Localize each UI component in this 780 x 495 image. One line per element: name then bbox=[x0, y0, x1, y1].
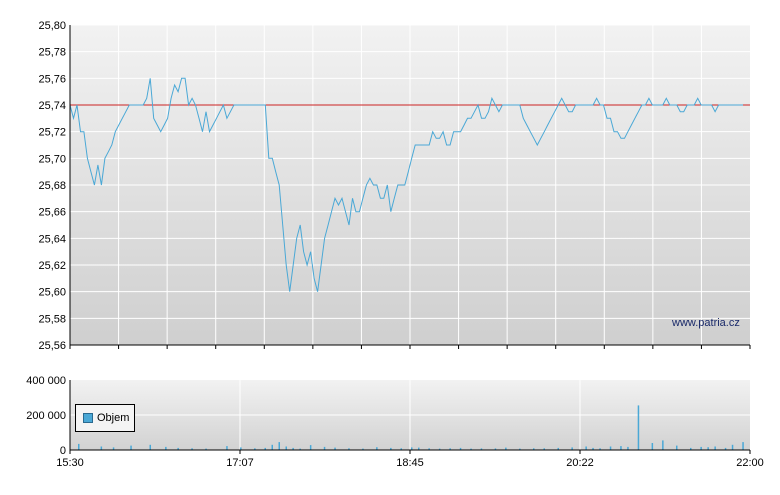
price-tick-label: 25,72 bbox=[38, 127, 66, 139]
volume-bar bbox=[662, 440, 664, 450]
legend: Objem bbox=[75, 404, 135, 432]
price-tick-label: 25,60 bbox=[38, 287, 66, 299]
price-tick-label: 25,70 bbox=[38, 153, 66, 165]
volume-bar bbox=[286, 447, 288, 451]
volume-bar bbox=[78, 444, 80, 450]
price-tick-label: 25,62 bbox=[38, 260, 66, 272]
x-tick-label: 20:22 bbox=[566, 457, 594, 469]
x-tick-label: 18:45 bbox=[396, 457, 424, 469]
legend-swatch bbox=[83, 413, 93, 423]
price-tick-label: 25,64 bbox=[38, 233, 66, 245]
volume-bar bbox=[272, 445, 274, 450]
volume-bar bbox=[585, 447, 587, 451]
price-tick-label: 25,74 bbox=[38, 100, 66, 112]
watermark: www.patria.cz bbox=[672, 317, 740, 329]
volume-bar bbox=[279, 442, 281, 450]
x-tick-label: 15:30 bbox=[56, 457, 84, 469]
price-tick-label: 25,56 bbox=[38, 340, 66, 352]
price-tick-label: 25,78 bbox=[38, 47, 66, 59]
volume-tick-label: 200 000 bbox=[26, 410, 66, 422]
volume-bar bbox=[101, 447, 103, 451]
price-tick-label: 25,66 bbox=[38, 207, 66, 219]
volume-bar bbox=[732, 445, 734, 450]
volume-bar bbox=[676, 446, 678, 450]
price-tick-label: 25,80 bbox=[38, 20, 66, 32]
volume-tick-label: 0 bbox=[60, 445, 66, 457]
x-tick-label: 22:00 bbox=[736, 457, 764, 469]
price-tick-label: 25,76 bbox=[38, 73, 66, 85]
volume-bar bbox=[610, 447, 612, 451]
volume-bar bbox=[652, 443, 654, 450]
volume-bar bbox=[130, 446, 132, 450]
volume-bar bbox=[150, 445, 152, 450]
volume-bar bbox=[310, 445, 312, 450]
x-tick-label: 17:07 bbox=[226, 457, 254, 469]
volume-bar bbox=[714, 447, 716, 451]
volume-bar bbox=[226, 446, 228, 450]
volume-bar bbox=[742, 442, 744, 450]
volume-bar bbox=[638, 405, 640, 450]
volume-tick-label: 400 000 bbox=[26, 375, 66, 387]
price-tick-label: 25,68 bbox=[38, 180, 66, 192]
price-tick-label: 25,58 bbox=[38, 313, 66, 325]
volume-bar bbox=[620, 446, 622, 450]
legend-label: Objem bbox=[97, 412, 129, 424]
